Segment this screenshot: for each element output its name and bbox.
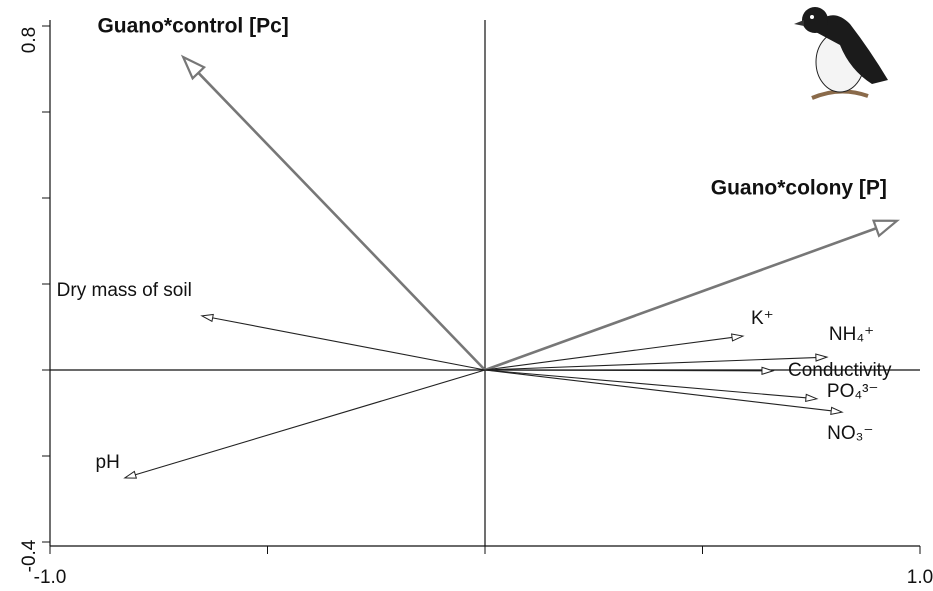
arrow-shaft — [484, 227, 877, 372]
arrow-head — [123, 470, 138, 479]
arrow-head — [180, 54, 207, 81]
arrow-label: Dry mass of soil — [57, 280, 192, 301]
arrow-shaft — [135, 369, 486, 476]
arrow-label: Guano*colony [P] — [711, 176, 887, 199]
arrow — [484, 369, 819, 402]
arrow-head — [761, 366, 775, 376]
y-tick-label: -0.4 — [19, 539, 40, 572]
arrow — [484, 333, 745, 371]
arrow-shaft — [484, 336, 733, 371]
arrow-head — [731, 333, 745, 342]
x-tick-label: 1.0 — [907, 567, 933, 588]
arrow-shaft — [212, 317, 486, 371]
arrow-head — [830, 406, 844, 415]
arrow-shaft — [484, 369, 762, 372]
arrow-head — [805, 393, 819, 402]
arrow — [484, 353, 829, 371]
x-tick-label: -1.0 — [34, 567, 67, 588]
arrow-label: NO₃⁻ — [827, 423, 873, 444]
arrow-label: Guano*control [Pc] — [97, 15, 288, 38]
arrow — [180, 54, 486, 371]
arrow-label: K⁺ — [751, 308, 774, 329]
arrow-label: NH₄⁺ — [829, 324, 874, 345]
arrow — [484, 369, 844, 415]
arrow-label: Conductivity — [788, 360, 892, 381]
arrow-shaft — [484, 369, 806, 399]
arrow-label: pH — [96, 452, 120, 473]
y-tick-label: 0.8 — [19, 27, 40, 53]
arrow — [484, 219, 900, 372]
arrow — [200, 313, 486, 371]
arrow-shaft — [484, 356, 816, 371]
bird-icon — [794, 7, 888, 100]
arrow-head — [871, 219, 900, 238]
arrow — [123, 369, 486, 479]
arrow-head — [200, 313, 214, 323]
arrow-shaft — [484, 369, 832, 412]
arrow-shaft — [197, 71, 486, 371]
arrow — [484, 366, 775, 376]
arrow-label: PO₄³⁻ — [827, 381, 879, 402]
arrow-head — [815, 353, 829, 362]
